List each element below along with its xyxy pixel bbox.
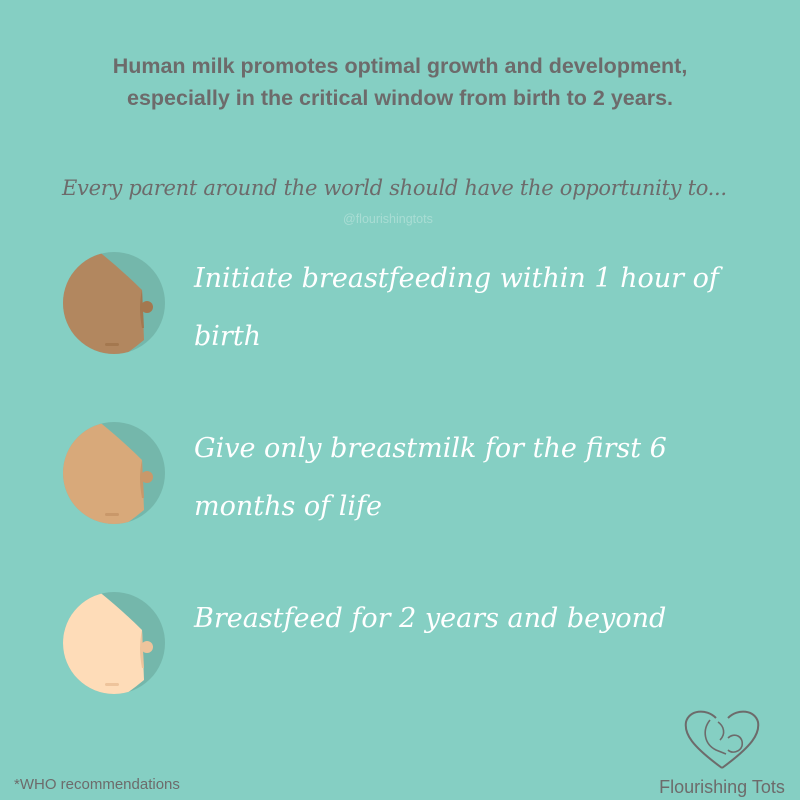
recommendation-text: Initiate breastfeeding within 1 hour of … (194, 263, 719, 352)
recommendation-item: Breastfeed for 2 years and beyond (62, 590, 762, 700)
breast-icon (63, 252, 165, 354)
footnote: *WHO recommendations (14, 776, 180, 793)
logo: Flourishing Tots (652, 708, 792, 798)
headline-line-1: Human milk promotes optimal growth and d… (112, 54, 688, 78)
logo-name: Flourishing Tots (659, 777, 785, 797)
headline: Human milk promotes optimal growth and d… (0, 50, 800, 114)
recommendation-text: Give only breastmilk for the first 6 mon… (194, 433, 667, 522)
intro-text: Every parent around the world should hav… (62, 176, 727, 200)
heart-mother-baby-icon (684, 710, 760, 769)
recommendation-text: Breastfeed for 2 years and beyond (194, 603, 667, 634)
breast-icon (63, 592, 165, 694)
headline-line-2: especially in the critical window from b… (126, 86, 673, 110)
recommendation-item: Initiate breastfeeding within 1 hour of … (62, 250, 762, 360)
social-handle: @flourishingtots (343, 212, 433, 226)
breast-icon (63, 422, 165, 524)
recommendation-item: Give only breastmilk for the first 6 mon… (62, 420, 762, 530)
